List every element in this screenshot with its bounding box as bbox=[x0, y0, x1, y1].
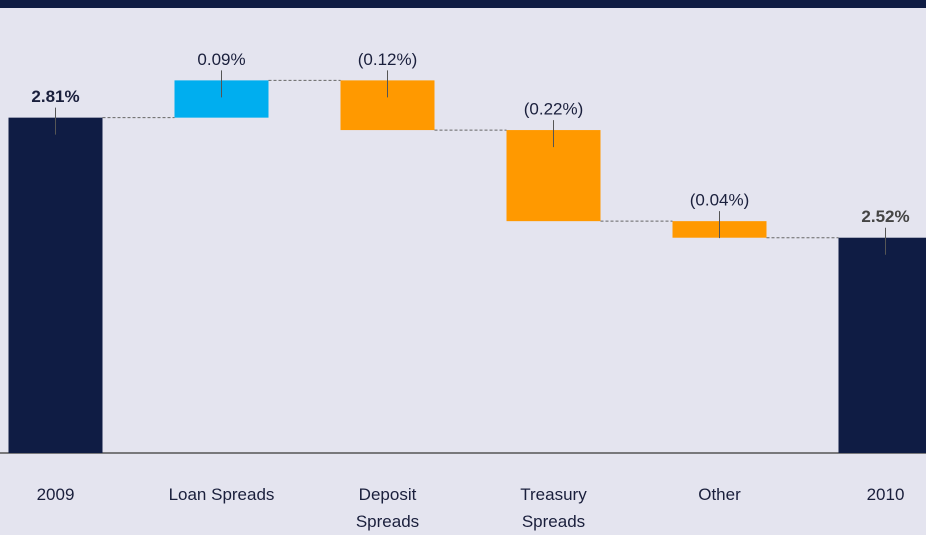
value-label: 2.81% bbox=[31, 87, 79, 106]
x-tick-label: Deposit Spreads bbox=[332, 481, 444, 535]
top-band bbox=[0, 0, 926, 8]
x-tick-label: 2010 bbox=[830, 481, 926, 508]
bar bbox=[839, 238, 926, 453]
value-label: (0.04%) bbox=[690, 191, 750, 210]
bar bbox=[9, 118, 103, 453]
x-tick-label: Other bbox=[664, 481, 776, 508]
x-tick-label: Loan Spreads bbox=[166, 481, 278, 508]
value-label: 0.09% bbox=[197, 50, 245, 69]
value-label: (0.12%) bbox=[358, 50, 418, 69]
value-label: 2.52% bbox=[861, 207, 909, 226]
value-label: (0.22%) bbox=[524, 100, 584, 119]
x-tick-label: 2009 bbox=[0, 481, 112, 508]
x-tick-label: Treasury Spreads bbox=[498, 481, 610, 535]
